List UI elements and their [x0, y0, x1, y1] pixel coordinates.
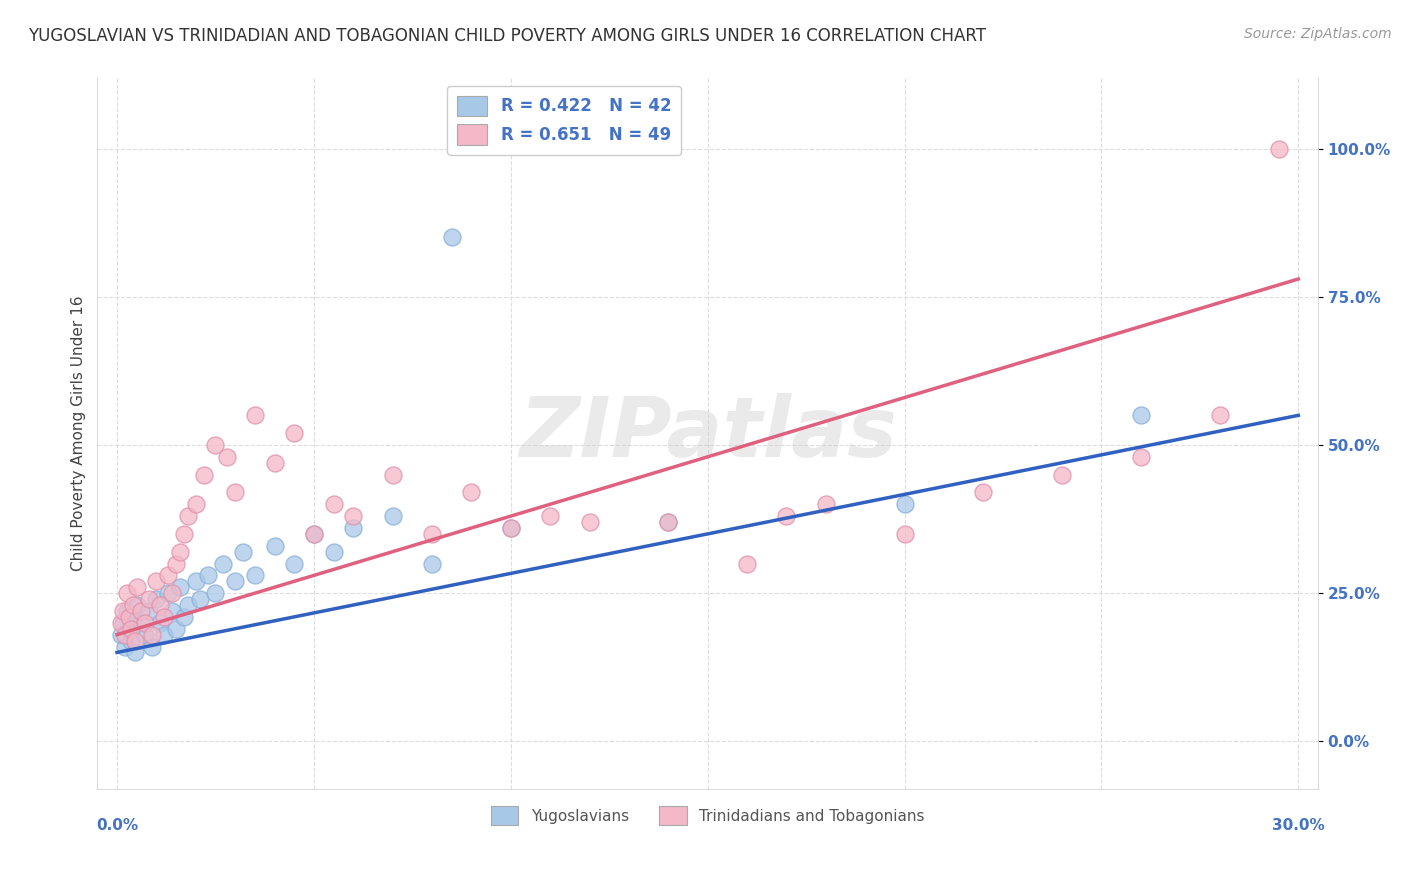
Point [111, 615, 134, 630]
Point [283, 557, 305, 571]
Legend: Yugoslavians, Trinidadians and Tobagonians: Yugoslavians, Trinidadians and Tobagonia… [485, 800, 931, 831]
Point [169, 580, 191, 594]
Point [118, 622, 141, 636]
Point [1129, 450, 1152, 464]
Point [184, 574, 207, 589]
Point [129, 615, 152, 630]
Point [893, 527, 915, 541]
Point [129, 604, 152, 618]
Point [1267, 142, 1289, 156]
Point [197, 568, 219, 582]
Point [775, 509, 797, 524]
Point [657, 515, 679, 529]
Point [420, 527, 443, 541]
Text: 0.0%: 0.0% [96, 819, 138, 833]
Point [814, 497, 837, 511]
Point [110, 627, 132, 641]
Point [141, 627, 163, 641]
Point [232, 544, 254, 558]
Point [1050, 467, 1073, 482]
Point [204, 438, 226, 452]
Point [118, 610, 141, 624]
Point [173, 527, 195, 541]
Point [157, 586, 180, 600]
Point [110, 615, 132, 630]
Point [160, 604, 183, 618]
Point [165, 622, 187, 636]
Point [578, 515, 600, 529]
Text: ZIPatlas: ZIPatlas [519, 392, 897, 474]
Point [893, 497, 915, 511]
Point [124, 633, 146, 648]
Point [114, 640, 136, 654]
Point [153, 627, 176, 641]
Point [224, 485, 246, 500]
Point [1208, 409, 1230, 423]
Point [134, 627, 156, 641]
Point [134, 615, 156, 630]
Point [145, 592, 167, 607]
Point [138, 604, 160, 618]
Point [111, 604, 134, 618]
Point [217, 450, 239, 464]
Point [184, 497, 207, 511]
Point [302, 527, 325, 541]
Point [381, 509, 404, 524]
Point [420, 557, 443, 571]
Point [115, 586, 138, 600]
Point [120, 622, 142, 636]
Point [125, 580, 148, 594]
Point [263, 456, 285, 470]
Point [138, 592, 160, 607]
Point [114, 627, 136, 641]
Point [121, 610, 143, 624]
Point [165, 557, 187, 571]
Point [145, 574, 167, 589]
Point [322, 497, 344, 511]
Text: YUGOSLAVIAN VS TRINIDADIAN AND TOBAGONIAN CHILD POVERTY AMONG GIRLS UNDER 16 COR: YUGOSLAVIAN VS TRINIDADIAN AND TOBAGONIA… [28, 27, 986, 45]
Point [121, 598, 143, 612]
Point [243, 409, 266, 423]
Point [177, 509, 200, 524]
Point [972, 485, 994, 500]
Point [160, 586, 183, 600]
Point [204, 586, 226, 600]
Point [149, 598, 172, 612]
Point [302, 527, 325, 541]
Point [283, 426, 305, 441]
Point [342, 521, 364, 535]
Point [440, 230, 463, 244]
Point [657, 515, 679, 529]
Point [224, 574, 246, 589]
Point [193, 467, 215, 482]
Y-axis label: Child Poverty Among Girls Under 16: Child Poverty Among Girls Under 16 [72, 295, 86, 571]
Point [735, 557, 758, 571]
Point [124, 645, 146, 659]
Point [169, 544, 191, 558]
Point [125, 598, 148, 612]
Point [322, 544, 344, 558]
Point [381, 467, 404, 482]
Point [342, 509, 364, 524]
Point [153, 610, 176, 624]
Point [177, 598, 200, 612]
Point [188, 592, 211, 607]
Point [460, 485, 482, 500]
Point [1129, 409, 1152, 423]
Point [212, 557, 235, 571]
Point [499, 521, 522, 535]
Point [173, 610, 195, 624]
Point [141, 640, 163, 654]
Point [157, 568, 180, 582]
Text: Source: ZipAtlas.com: Source: ZipAtlas.com [1244, 27, 1392, 41]
Point [499, 521, 522, 535]
Point [120, 633, 142, 648]
Point [115, 604, 138, 618]
Text: 30.0%: 30.0% [1272, 819, 1324, 833]
Point [538, 509, 561, 524]
Point [243, 568, 266, 582]
Point [149, 615, 172, 630]
Point [263, 539, 285, 553]
